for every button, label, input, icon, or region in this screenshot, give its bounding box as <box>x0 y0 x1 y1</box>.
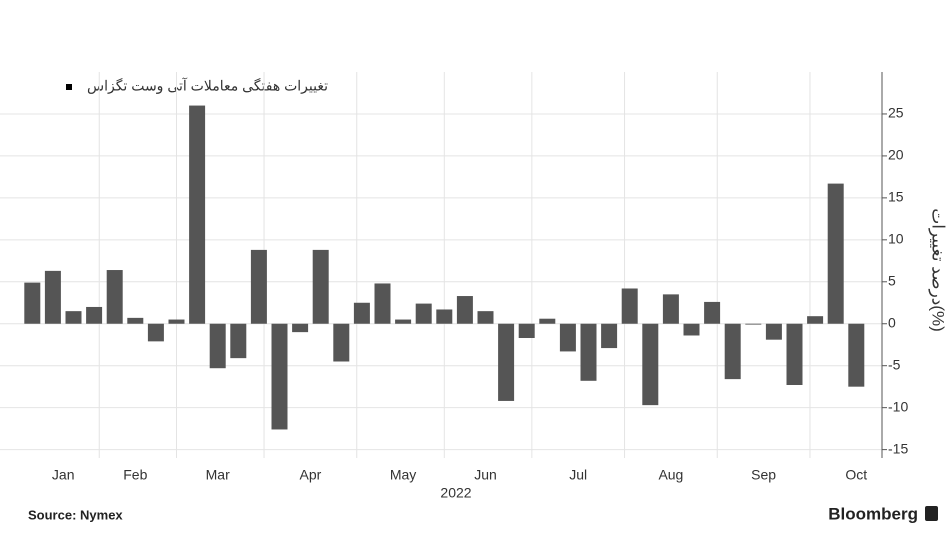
bar <box>44 270 61 324</box>
bar <box>642 323 659 406</box>
x-tick-label: Feb <box>123 467 147 483</box>
bar <box>395 319 412 324</box>
bar <box>250 249 267 324</box>
bar <box>436 309 453 324</box>
bar <box>745 323 762 325</box>
bar <box>24 282 41 324</box>
legend-label: تغییرات هفتگی معاملات آتی وست تگزاس <box>87 77 328 95</box>
x-tick-label: Oct <box>845 467 867 483</box>
x-tick-label: Jan <box>52 467 75 483</box>
bar <box>827 183 844 324</box>
x-tick-label: Jun <box>474 467 497 483</box>
bar <box>559 323 576 352</box>
bar <box>209 323 226 369</box>
bar <box>580 323 597 381</box>
bar <box>498 323 515 401</box>
x-tick-label: May <box>390 467 416 483</box>
bar <box>106 270 123 324</box>
bar <box>230 323 247 359</box>
legend-marker <box>66 84 72 90</box>
bar <box>86 306 103 324</box>
bar <box>415 303 432 324</box>
y-tick-label: 15 <box>888 189 904 205</box>
bar <box>765 323 782 340</box>
bar <box>601 323 618 349</box>
bar <box>683 323 700 336</box>
bar <box>621 288 638 324</box>
x-tick-label: Jul <box>569 467 587 483</box>
bar <box>456 296 473 324</box>
brand: Bloomberg <box>828 504 918 523</box>
x-axis-label: 2022 <box>440 485 471 501</box>
bar <box>292 323 309 333</box>
bar <box>848 323 865 387</box>
y-tick-label: -5 <box>888 356 901 372</box>
bar <box>333 323 350 362</box>
bar <box>65 311 82 324</box>
bar <box>127 317 144 324</box>
bar <box>477 311 494 324</box>
bar <box>724 323 741 380</box>
y-tick-label: -15 <box>888 440 908 456</box>
bar <box>539 318 556 324</box>
bar <box>271 323 288 430</box>
y-tick-label: 20 <box>888 147 904 163</box>
bar <box>662 294 679 324</box>
y-tick-label: 5 <box>888 272 896 288</box>
bar <box>147 323 164 342</box>
bar <box>312 249 329 324</box>
x-tick-label: Sep <box>751 467 776 483</box>
y-tick-label: 0 <box>888 314 896 330</box>
source: Source: Nymex <box>28 507 123 522</box>
y-axis-label: درصد تغییرات(%) <box>928 208 947 332</box>
x-tick-label: Mar <box>206 467 230 483</box>
bar <box>704 301 721 324</box>
y-tick-label: -10 <box>888 398 908 414</box>
bar <box>168 319 185 324</box>
bar <box>374 283 391 324</box>
x-tick-label: Aug <box>658 467 683 483</box>
x-tick-label: Apr <box>300 467 322 483</box>
y-tick-label: 10 <box>888 231 904 247</box>
bar <box>189 105 206 324</box>
bar <box>786 323 803 385</box>
brand-icon <box>925 506 938 521</box>
bar <box>353 302 370 324</box>
y-tick-label: 25 <box>888 105 904 121</box>
bar <box>807 316 824 324</box>
bar <box>518 323 535 339</box>
